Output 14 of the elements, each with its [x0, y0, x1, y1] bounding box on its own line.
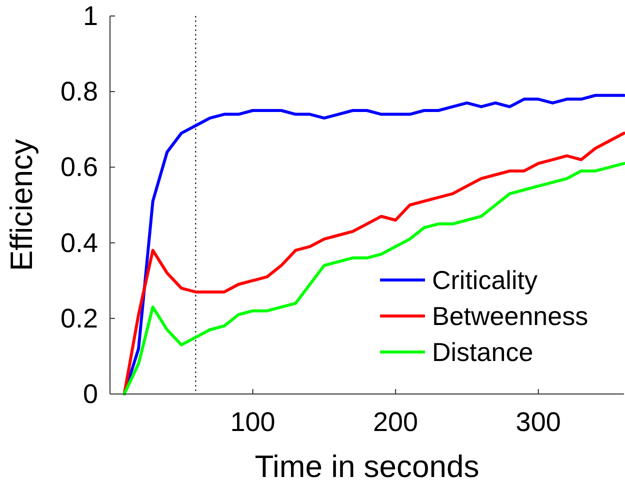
y-tick-label: 0	[82, 379, 98, 409]
x-tick-label: 200	[373, 407, 418, 437]
x-tick-label: 100	[230, 407, 276, 437]
y-axis-title: Efficiency	[4, 138, 39, 272]
y-tick-label: 0.2	[60, 303, 98, 334]
legend-label: Criticality	[432, 265, 538, 295]
y-tick-label: 1	[82, 1, 98, 31]
legend-label: Distance	[432, 337, 534, 367]
x-axis-title: Time in seconds	[254, 449, 480, 484]
y-tick-label: 0.8	[60, 76, 98, 107]
y-tick-label: 0.6	[60, 152, 98, 182]
x-tick-label: 300	[516, 407, 561, 437]
y-tick-label: 0.4	[60, 228, 98, 258]
legend-label: Betweenness	[432, 301, 588, 331]
